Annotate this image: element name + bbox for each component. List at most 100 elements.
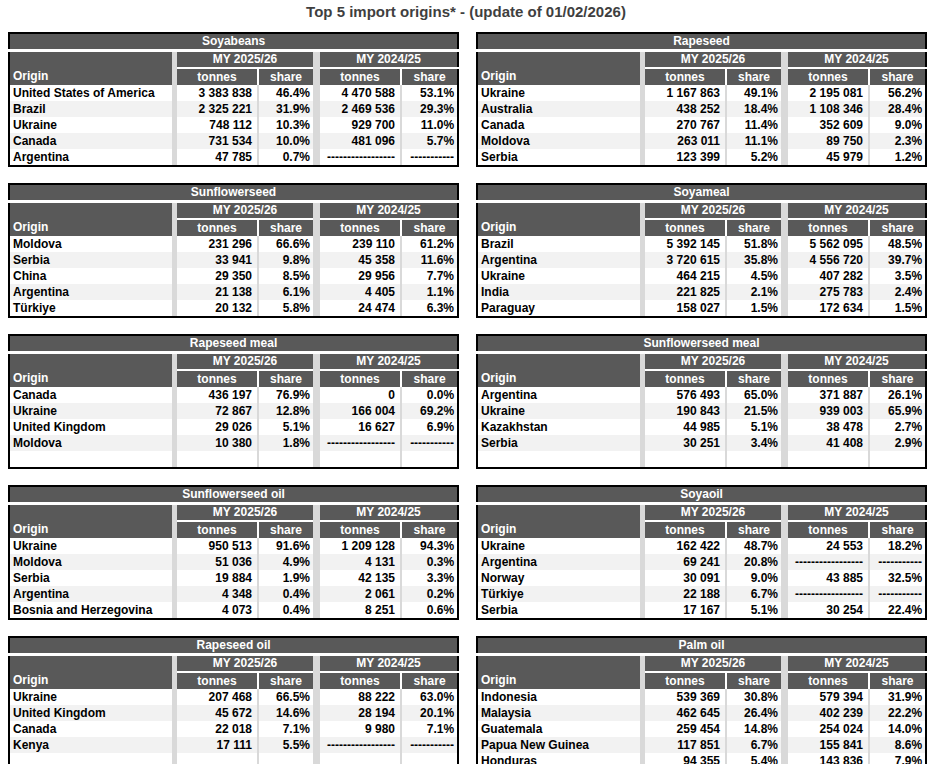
tonnes-value: 1 209 128 (320, 538, 400, 554)
share-value: 1.2% (870, 149, 926, 166)
share-value: 11.4% (727, 117, 781, 133)
origin-cell: Moldova (9, 554, 172, 570)
share-column-header: share (402, 370, 458, 387)
share-value: 0.3% (402, 554, 458, 570)
tonnes-column-header: tonnes (320, 219, 400, 236)
origin-cell: United States of America (9, 85, 172, 101)
share-value: 14.6% (259, 705, 313, 721)
tonnes-value: 158 027 (645, 300, 725, 317)
origin-cell: Serbia (477, 435, 640, 451)
origin-cell: India (477, 284, 640, 300)
table-body: United States of America3 383 83846.4%4 … (9, 85, 458, 166)
share-value: 48.5% (870, 236, 926, 252)
tonnes-value: 254 024 (788, 721, 868, 737)
tonnes-value: 30 091 (645, 570, 725, 586)
share-column-header: share (870, 219, 926, 236)
column-gutter (313, 419, 320, 435)
table-row: Serbia30 2513.4%41 4082.9% (477, 435, 926, 451)
share-value: 1.8% (259, 435, 313, 451)
share-value: 9.8% (259, 252, 313, 268)
origin-cell: Serbia (477, 602, 640, 619)
column-gutter (781, 554, 788, 570)
share-value: 6.9% (402, 419, 458, 435)
share-value: 8.5% (259, 268, 313, 284)
share-column-header: share (402, 521, 458, 538)
share-value: 26.4% (727, 705, 781, 721)
origin-cell: Moldova (9, 236, 172, 252)
tonnes-value: 950 513 (177, 538, 257, 554)
table-body: Ukraine207 46866.5%88 22263.0%United Kin… (9, 689, 458, 764)
tonnes-value: 481 096 (320, 133, 400, 149)
table-row: Moldova231 29666.6%239 11061.2% (9, 236, 458, 252)
share-value: 10.3% (259, 117, 313, 133)
column-gutter (313, 538, 320, 554)
column-gutter (781, 353, 788, 371)
column-gutter (781, 586, 788, 602)
column-header-row: Origin tonnes share tonnes share (9, 68, 458, 85)
share-column-header: share (727, 521, 781, 538)
table-title: Sunflowerseed oil (9, 486, 458, 504)
commodity-table: Soyabeans MY 2025/26 MY 2024/25 Origin t… (8, 32, 459, 167)
share-value (402, 451, 458, 468)
tonnes-value: 231 296 (177, 236, 257, 252)
marketing-year-header-row: MY 2025/26 MY 2024/25 (9, 202, 458, 220)
tonnes-value: 1 167 863 (645, 85, 725, 101)
tonnes-value: 72 867 (177, 403, 257, 419)
column-gutter (781, 705, 788, 721)
column-gutter (313, 219, 320, 236)
tonnes-value: 69 241 (645, 554, 725, 570)
table-title-row: Sunflowerseed (9, 184, 458, 202)
tonnes-value (320, 451, 400, 468)
column-header-row: Origin tonnes share tonnes share (9, 521, 458, 538)
tonnes-value: 5 562 095 (788, 236, 868, 252)
tonnes-value: 371 887 (788, 387, 868, 403)
origin-cell: Indonesia (477, 689, 640, 705)
share-column-header: share (727, 672, 781, 689)
table-row: Brazil2 325 22131.9%2 469 53629.3% (9, 101, 458, 117)
origin-cell: Argentina (477, 252, 640, 268)
share-value: 1.5% (870, 300, 926, 317)
origin-cell: Norway (477, 570, 640, 586)
table-title-row: Rapeseed oil (9, 637, 458, 655)
share-value: 1.5% (727, 300, 781, 317)
marketing-year-header-row: MY 2025/26 MY 2024/25 (477, 353, 926, 371)
table-row (477, 451, 926, 468)
tonnes-value: 0 (320, 387, 400, 403)
column-gutter (781, 51, 788, 69)
share-value: 53.1% (402, 85, 458, 101)
share-value: 32.5% (870, 570, 926, 586)
column-gutter (781, 387, 788, 403)
share-value: 6.7% (727, 737, 781, 753)
column-gutter (781, 504, 788, 522)
origin-cell: Malaysia (477, 705, 640, 721)
tonnes-column-header: tonnes (320, 521, 400, 538)
tonnes-value (177, 451, 257, 468)
table-title-row: Soyabeans (9, 33, 458, 51)
origin-cell: Brazil (9, 101, 172, 117)
tonnes-value: 89 750 (788, 133, 868, 149)
share-value: 31.9% (259, 101, 313, 117)
table-row: Norway30 0919.0%43 88532.5% (477, 570, 926, 586)
table-row: Türkiye20 1325.8%24 4746.3% (9, 300, 458, 317)
tonnes-column-header: tonnes (177, 672, 257, 689)
origin-cell: Canada (9, 721, 172, 737)
tonnes-value: 4 405 (320, 284, 400, 300)
column-gutter (781, 300, 788, 317)
tonnes-value: 44 985 (645, 419, 725, 435)
table-row: Honduras94 3555.4%143 8367.9% (477, 753, 926, 764)
column-gutter (781, 236, 788, 252)
table-row: Türkiye22 1886.7%-----------------------… (477, 586, 926, 602)
column-header-row: Origin tonnes share tonnes share (9, 219, 458, 236)
marketing-year-header-row: MY 2025/26 MY 2024/25 (477, 51, 926, 69)
table-row (9, 451, 458, 468)
share-column-header: share (870, 521, 926, 538)
tonnes-value: 579 394 (788, 689, 868, 705)
page-title: Top 5 import origins* - (update of 01/02… (0, 0, 932, 20)
share-column-header: share (870, 370, 926, 387)
table-title: Soyabeans (9, 33, 458, 51)
group-header-my-2024-25: MY 2024/25 (788, 51, 926, 69)
tonnes-column-header: tonnes (788, 521, 868, 538)
column-gutter (313, 602, 320, 619)
group-header-my-2024-25: MY 2024/25 (788, 504, 926, 522)
origin-cell: Moldova (9, 435, 172, 451)
